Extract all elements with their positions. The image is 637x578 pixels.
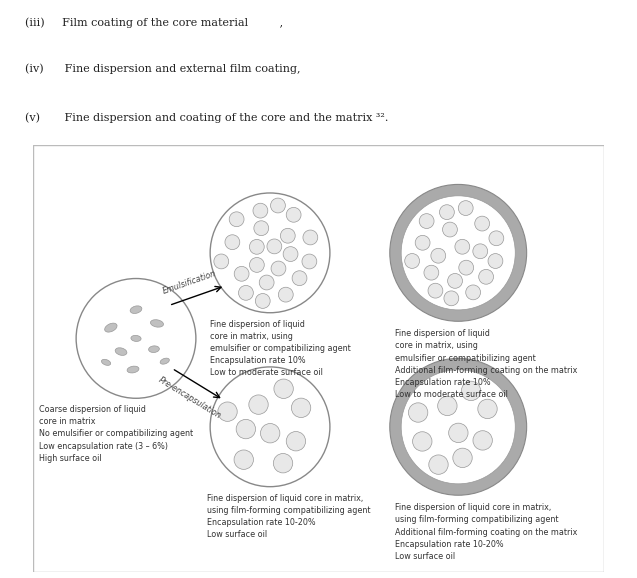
Circle shape (473, 244, 488, 259)
Circle shape (210, 367, 330, 487)
Circle shape (280, 228, 295, 243)
Circle shape (286, 208, 301, 222)
Circle shape (443, 222, 457, 237)
Text: (v)       Fine dispersion and coating of the core and the matrix ³².: (v) Fine dispersion and coating of the c… (25, 113, 389, 123)
Circle shape (489, 231, 504, 246)
Ellipse shape (127, 366, 139, 373)
Circle shape (254, 221, 269, 236)
Circle shape (292, 271, 307, 286)
Text: Fine dispersion of liquid
core in matrix, using
emulsifier or compatibilizing ag: Fine dispersion of liquid core in matrix… (396, 329, 578, 399)
Ellipse shape (131, 335, 141, 342)
Circle shape (303, 230, 318, 245)
Circle shape (440, 205, 454, 220)
Circle shape (408, 403, 428, 422)
Circle shape (428, 283, 443, 298)
Circle shape (448, 423, 468, 443)
Circle shape (415, 235, 430, 250)
Circle shape (225, 235, 240, 250)
Circle shape (236, 420, 255, 439)
Text: Fine dispersion of liquid
core in matrix, using
emulsifier or compatibilizing ag: Fine dispersion of liquid core in matrix… (210, 320, 351, 377)
Ellipse shape (148, 346, 159, 353)
Circle shape (76, 279, 196, 398)
Circle shape (273, 454, 293, 473)
Circle shape (448, 273, 462, 288)
Circle shape (250, 239, 264, 254)
Circle shape (253, 203, 268, 218)
Circle shape (419, 214, 434, 228)
Ellipse shape (160, 358, 169, 364)
Circle shape (210, 193, 330, 313)
Circle shape (413, 432, 432, 451)
Circle shape (459, 260, 474, 275)
Circle shape (404, 254, 420, 268)
Circle shape (274, 379, 293, 398)
Circle shape (455, 239, 469, 254)
Text: Fine dispersion of liquid core in matrix,
using film-forming compatibilizing age: Fine dispersion of liquid core in matrix… (207, 494, 371, 539)
Circle shape (261, 424, 280, 443)
Circle shape (271, 198, 285, 213)
Circle shape (461, 381, 481, 401)
Ellipse shape (104, 323, 117, 332)
Circle shape (390, 358, 527, 495)
Circle shape (478, 269, 494, 284)
Circle shape (271, 261, 286, 276)
Circle shape (453, 448, 472, 468)
Circle shape (291, 398, 311, 417)
Circle shape (259, 275, 274, 290)
Circle shape (249, 395, 268, 414)
Circle shape (234, 266, 249, 281)
Circle shape (424, 265, 439, 280)
Circle shape (214, 254, 229, 269)
Circle shape (283, 247, 298, 261)
Circle shape (286, 432, 306, 451)
Text: (iii)     Film coating of the core material         ,: (iii) Film coating of the core material … (25, 17, 283, 28)
Circle shape (478, 399, 497, 418)
Ellipse shape (130, 306, 142, 313)
Circle shape (229, 212, 244, 227)
Text: Pre-encapsulation: Pre-encapsulation (157, 376, 222, 421)
Circle shape (466, 285, 480, 300)
Circle shape (302, 254, 317, 269)
Circle shape (267, 239, 282, 254)
Text: Coarse dispersion of liquid
core in matrix
No emulsifier or compatibilizing agen: Coarse dispersion of liquid core in matr… (39, 405, 193, 463)
Circle shape (238, 286, 254, 300)
Text: Fine dispersion of liquid core in matrix,
using film-forming compatibilizing age: Fine dispersion of liquid core in matrix… (396, 503, 578, 561)
Circle shape (431, 249, 446, 263)
Circle shape (444, 291, 459, 306)
Circle shape (488, 254, 503, 268)
Circle shape (390, 184, 527, 321)
Circle shape (429, 455, 448, 475)
Text: (iv)      Fine dispersion and external film coating,: (iv) Fine dispersion and external film c… (25, 64, 301, 74)
Ellipse shape (150, 320, 164, 327)
Ellipse shape (101, 360, 111, 365)
Text: Emulsification: Emulsification (162, 269, 218, 297)
Circle shape (234, 450, 254, 469)
Circle shape (401, 370, 515, 484)
Circle shape (250, 258, 264, 272)
Ellipse shape (115, 348, 127, 355)
Circle shape (458, 201, 473, 216)
Circle shape (475, 216, 490, 231)
Circle shape (401, 196, 515, 310)
Circle shape (218, 402, 237, 421)
Circle shape (473, 431, 492, 450)
Circle shape (438, 396, 457, 416)
Circle shape (278, 287, 293, 302)
Circle shape (255, 294, 270, 308)
